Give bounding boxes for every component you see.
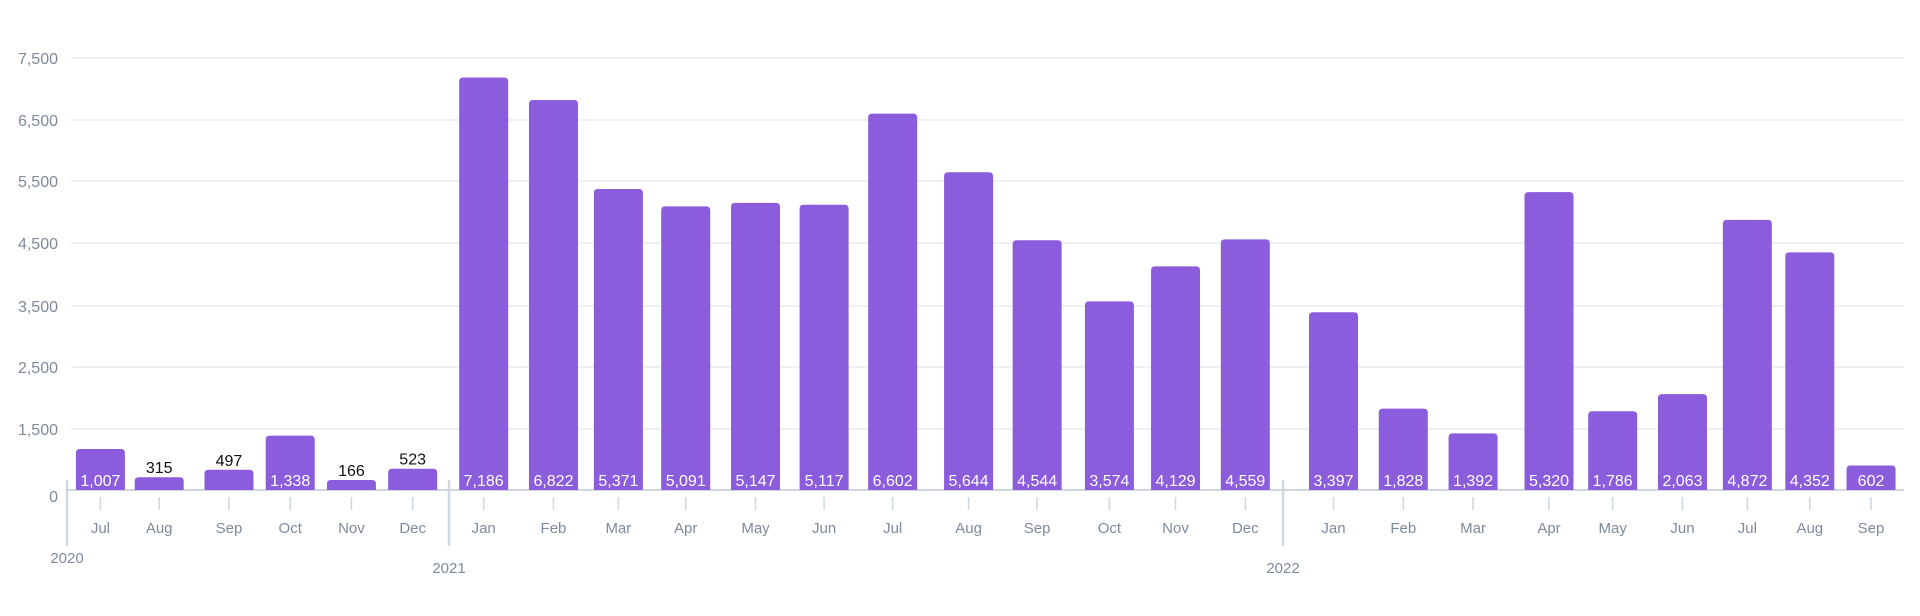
- x-tick-label: Oct: [1098, 520, 1122, 537]
- y-tick-label: 7,500: [18, 51, 58, 68]
- x-tick-label: Aug: [146, 520, 173, 537]
- bar: [1308, 312, 1358, 490]
- x-tick-label: Apr: [674, 520, 697, 537]
- bar: [1151, 266, 1201, 490]
- x-tick-label: Jun: [1670, 520, 1694, 537]
- bar-value-label: 6,602: [873, 473, 913, 490]
- bar: [1846, 465, 1896, 490]
- bar-value-label: 2,063: [1662, 473, 1702, 490]
- year-label: 2022: [1266, 560, 1299, 577]
- x-tick-label: Jul: [1738, 520, 1757, 537]
- y-tick-label: 1,500: [18, 422, 58, 439]
- y-tick-label: 6,500: [18, 113, 58, 130]
- y-tick-label: 3,500: [18, 299, 58, 316]
- bar-value-label: 1,786: [1593, 473, 1633, 490]
- bar-value-label: 5,091: [666, 473, 706, 490]
- bar: [1084, 301, 1134, 490]
- bar-value-label: 4,544: [1017, 473, 1057, 490]
- x-tick-label: Dec: [399, 520, 426, 537]
- bar: [204, 469, 254, 490]
- bar: [944, 172, 994, 490]
- x-tick-label: Mar: [605, 520, 631, 537]
- x-tick-label: Jul: [883, 520, 902, 537]
- x-tick-label: May: [741, 520, 770, 537]
- bar-value-label: 7,186: [464, 473, 504, 490]
- bar-value-label: 602: [1858, 473, 1885, 490]
- bar: [1657, 394, 1707, 490]
- bar: [265, 435, 315, 490]
- bar-value-label: 1,392: [1453, 473, 1493, 490]
- bar: [868, 113, 918, 491]
- bar: [388, 468, 438, 490]
- bar-value-label: 1,338: [270, 473, 310, 490]
- bar: [1785, 252, 1835, 490]
- bar: [75, 449, 125, 490]
- bar-value-label: 1,007: [80, 473, 120, 490]
- bar-value-label: 5,320: [1529, 473, 1569, 490]
- bar: [1722, 219, 1772, 490]
- bar-value-label: 4,352: [1790, 473, 1830, 490]
- x-tick-label: Aug: [955, 520, 982, 537]
- x-tick-label: Feb: [1390, 520, 1416, 537]
- bar-value-label: 4,129: [1155, 473, 1195, 490]
- bar: [134, 477, 184, 490]
- x-tick-label: Nov: [1162, 520, 1189, 537]
- bar-value-label: 5,644: [949, 473, 989, 490]
- bar-value-label: 166: [338, 463, 365, 480]
- bar-value-label: 4,872: [1727, 473, 1767, 490]
- bar-value-label: 4,559: [1225, 473, 1265, 490]
- x-tick-label: May: [1598, 520, 1627, 537]
- year-label: 2021: [432, 560, 465, 577]
- bar: [326, 480, 376, 490]
- year-label: 2020: [50, 550, 83, 567]
- bar-value-label: 5,117: [805, 473, 844, 490]
- x-tick-label: Sep: [1024, 520, 1051, 537]
- bar: [731, 202, 781, 491]
- bar: [1012, 240, 1062, 490]
- y-tick-label: 5,500: [18, 174, 58, 191]
- bar-value-label: 523: [399, 452, 426, 469]
- x-tick-label: Feb: [541, 520, 567, 537]
- x-tick-label: Aug: [1796, 520, 1823, 537]
- bar: [593, 188, 643, 491]
- x-tick-label: Mar: [1460, 520, 1486, 537]
- x-tick-label: Sep: [216, 520, 243, 537]
- bar-value-label: 3,574: [1089, 473, 1129, 490]
- bar: [661, 206, 711, 490]
- bar-value-label: 3,397: [1313, 473, 1353, 490]
- x-tick-label: Dec: [1232, 520, 1259, 537]
- y-tick-label: 4,500: [18, 236, 58, 253]
- bar-value-label: 6,822: [533, 473, 573, 490]
- x-tick-label: Jan: [472, 520, 496, 537]
- y-tick-label: 2,500: [18, 360, 58, 377]
- bar-value-label: 5,371: [598, 473, 638, 490]
- bar: [799, 204, 849, 490]
- x-tick-label: Nov: [338, 520, 365, 537]
- bar: [1220, 239, 1270, 490]
- bar-value-label: 315: [146, 460, 173, 477]
- x-tick-label: Jan: [1321, 520, 1345, 537]
- bar-value-label: 1,828: [1383, 473, 1423, 490]
- bar: [1588, 411, 1638, 490]
- x-tick-label: Jun: [812, 520, 836, 537]
- x-tick-label: Sep: [1858, 520, 1885, 537]
- bar: [1448, 433, 1498, 490]
- x-tick-label: Apr: [1537, 520, 1560, 537]
- x-tick-label: Jul: [91, 520, 110, 537]
- y-tick-label: 0: [49, 489, 58, 506]
- bar-value-label: 5,147: [735, 473, 775, 490]
- bar-value-label: 497: [216, 453, 243, 470]
- bar: [1524, 192, 1574, 490]
- bar: [459, 77, 509, 490]
- bar: [528, 100, 578, 490]
- x-tick-label: Oct: [279, 520, 303, 537]
- bar: [1378, 408, 1428, 490]
